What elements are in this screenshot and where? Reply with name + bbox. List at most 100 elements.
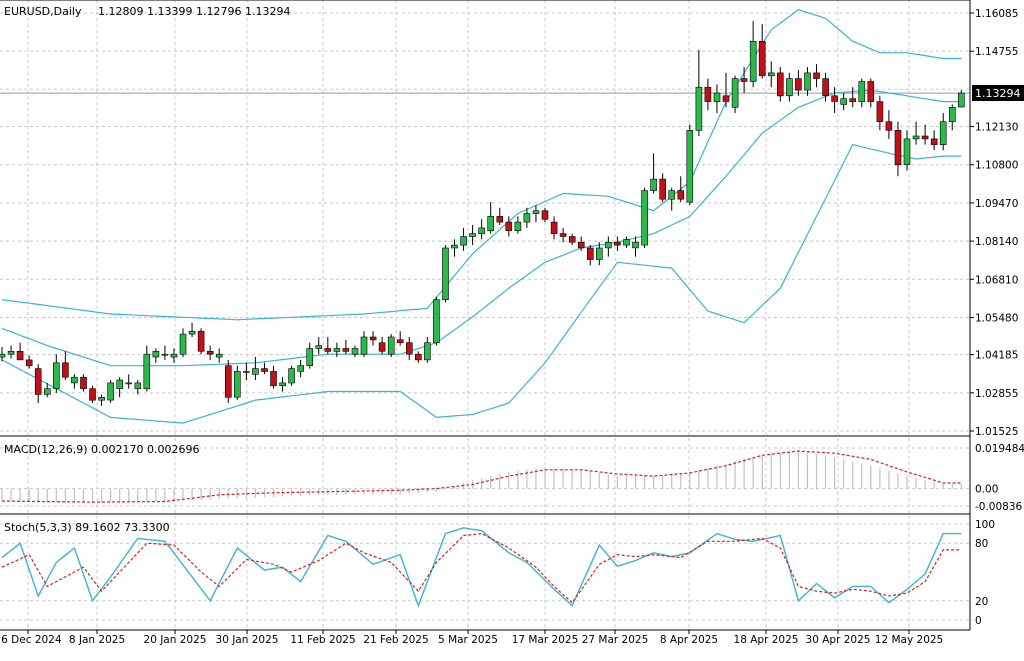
- candle-bullish: [297, 365, 305, 372]
- candle-bearish: [16, 350, 24, 361]
- candle-bullish: [786, 78, 793, 97]
- candle-bearish: [894, 130, 902, 166]
- candle-bullish: [487, 216, 495, 232]
- candle-bullish: [650, 178, 657, 191]
- candle-bullish: [52, 362, 60, 389]
- bollinger-middle-line: [1, 89, 962, 367]
- time-tick-label: 17 Mar 2025: [512, 634, 579, 646]
- stoch-tick-label: 100: [975, 519, 995, 531]
- price-tick-label: 1.08140: [975, 236, 1018, 248]
- candle-bearish: [659, 178, 667, 200]
- candle-bullish: [460, 236, 467, 246]
- stoch-signal-line: [1, 532, 962, 604]
- candle-bearish: [25, 359, 33, 366]
- candle-bearish: [342, 348, 350, 352]
- candle-bearish: [414, 353, 422, 361]
- candle-bullish: [333, 348, 341, 352]
- stoch-indicator-label: Stoch(5,3,3) 89.1602 73.3300: [4, 521, 170, 534]
- candle-bullish: [306, 348, 314, 367]
- candle-bearish: [822, 78, 829, 97]
- candle-bearish: [849, 98, 857, 102]
- candle-bullish: [71, 376, 78, 384]
- candle-bullish: [514, 221, 522, 232]
- bollinger-bands: [1, 9, 962, 424]
- candle-bearish: [568, 236, 576, 243]
- candle-bearish: [758, 40, 766, 77]
- candle-bullish: [523, 213, 531, 223]
- candle-bearish: [89, 388, 96, 401]
- price-tick-label: 1.02855: [975, 388, 1018, 400]
- candle-bearish: [225, 365, 232, 398]
- candle-bearish: [586, 247, 594, 260]
- candle-bearish: [740, 78, 748, 82]
- time-tick-label: 5 Mar 2025: [438, 634, 498, 646]
- candle-bearish: [378, 342, 386, 352]
- candle-bearish: [867, 81, 875, 102]
- candle-bearish: [831, 95, 838, 102]
- candle-bullish: [279, 382, 286, 387]
- candle-bullish: [234, 371, 241, 398]
- candle-bullish: [469, 233, 476, 237]
- candle-bullish: [641, 190, 648, 246]
- candle-bearish: [369, 336, 377, 341]
- time-tick-label: 18 Apr 2025: [734, 634, 799, 646]
- bollinger-upper-line: [1, 9, 962, 321]
- candle-bearish: [505, 221, 513, 232]
- candle-bullish: [188, 330, 196, 335]
- candle-bearish: [396, 339, 404, 343]
- candle-bearish: [559, 233, 567, 237]
- candle-bullish: [424, 342, 431, 361]
- candle-bullish: [532, 210, 540, 214]
- candle-bullish: [170, 353, 178, 358]
- candle-bullish: [7, 350, 15, 355]
- candle-bullish: [360, 336, 368, 355]
- candle-bullish: [107, 382, 114, 401]
- macd-series: [1, 450, 962, 503]
- candle-bullish: [939, 121, 947, 145]
- last-price-label: 1.13294: [975, 87, 1021, 100]
- candle-bearish: [776, 72, 784, 97]
- candle-bearish: [206, 350, 214, 355]
- candle-bullish: [804, 72, 811, 91]
- stoch-tick-label: 0: [975, 615, 982, 627]
- candle-bullish: [713, 92, 721, 102]
- candle-bullish: [288, 368, 295, 384]
- candle-bullish: [668, 190, 676, 200]
- chart-symbol-label: EURUSD,Daily: [4, 5, 82, 18]
- candle-bearish: [261, 368, 268, 372]
- candle-bullish: [252, 368, 259, 375]
- candle-bullish: [912, 135, 920, 140]
- bollinger-lower-line: [1, 143, 962, 424]
- time-tick-label: 12 May 2025: [875, 634, 943, 646]
- candle-bullish: [595, 247, 603, 260]
- candle-bullish: [351, 348, 359, 355]
- candle-bearish: [496, 216, 504, 223]
- candle-bullish: [731, 78, 739, 108]
- candle-bearish: [324, 348, 332, 352]
- candle-bullish: [605, 241, 612, 249]
- price-tick-label: 1.12130: [975, 122, 1018, 134]
- price-tick-label: 1.01525: [975, 426, 1018, 438]
- candle-bearish: [80, 376, 87, 390]
- candle-bullish: [43, 388, 51, 395]
- candle-bearish: [614, 241, 621, 246]
- candle-bullish: [442, 247, 449, 301]
- candle-bullish: [686, 130, 694, 203]
- candlestick-series: [0, 21, 965, 406]
- candle-bullish: [903, 138, 911, 165]
- chart-ohlc-label: 1.12809 1.13399 1.12796 1.13294: [98, 5, 290, 18]
- candle-bullish: [179, 333, 187, 355]
- time-tick-label: 30 Apr 2025: [806, 634, 871, 646]
- candle-bearish: [34, 368, 42, 395]
- time-tick-label: 21 Feb 2025: [363, 634, 428, 646]
- macd-signal-line: [1, 450, 962, 503]
- time-tick-label: 8 Apr 2025: [660, 634, 718, 646]
- panel-frames: [0, 0, 971, 631]
- candle-bullish: [125, 382, 132, 385]
- axis-labels: 1.16085 1.14755 1.12130 1.10800 1.09470 1.081…: [0, 8, 1024, 646]
- candle-bearish: [677, 190, 685, 200]
- candle-bullish: [623, 239, 630, 246]
